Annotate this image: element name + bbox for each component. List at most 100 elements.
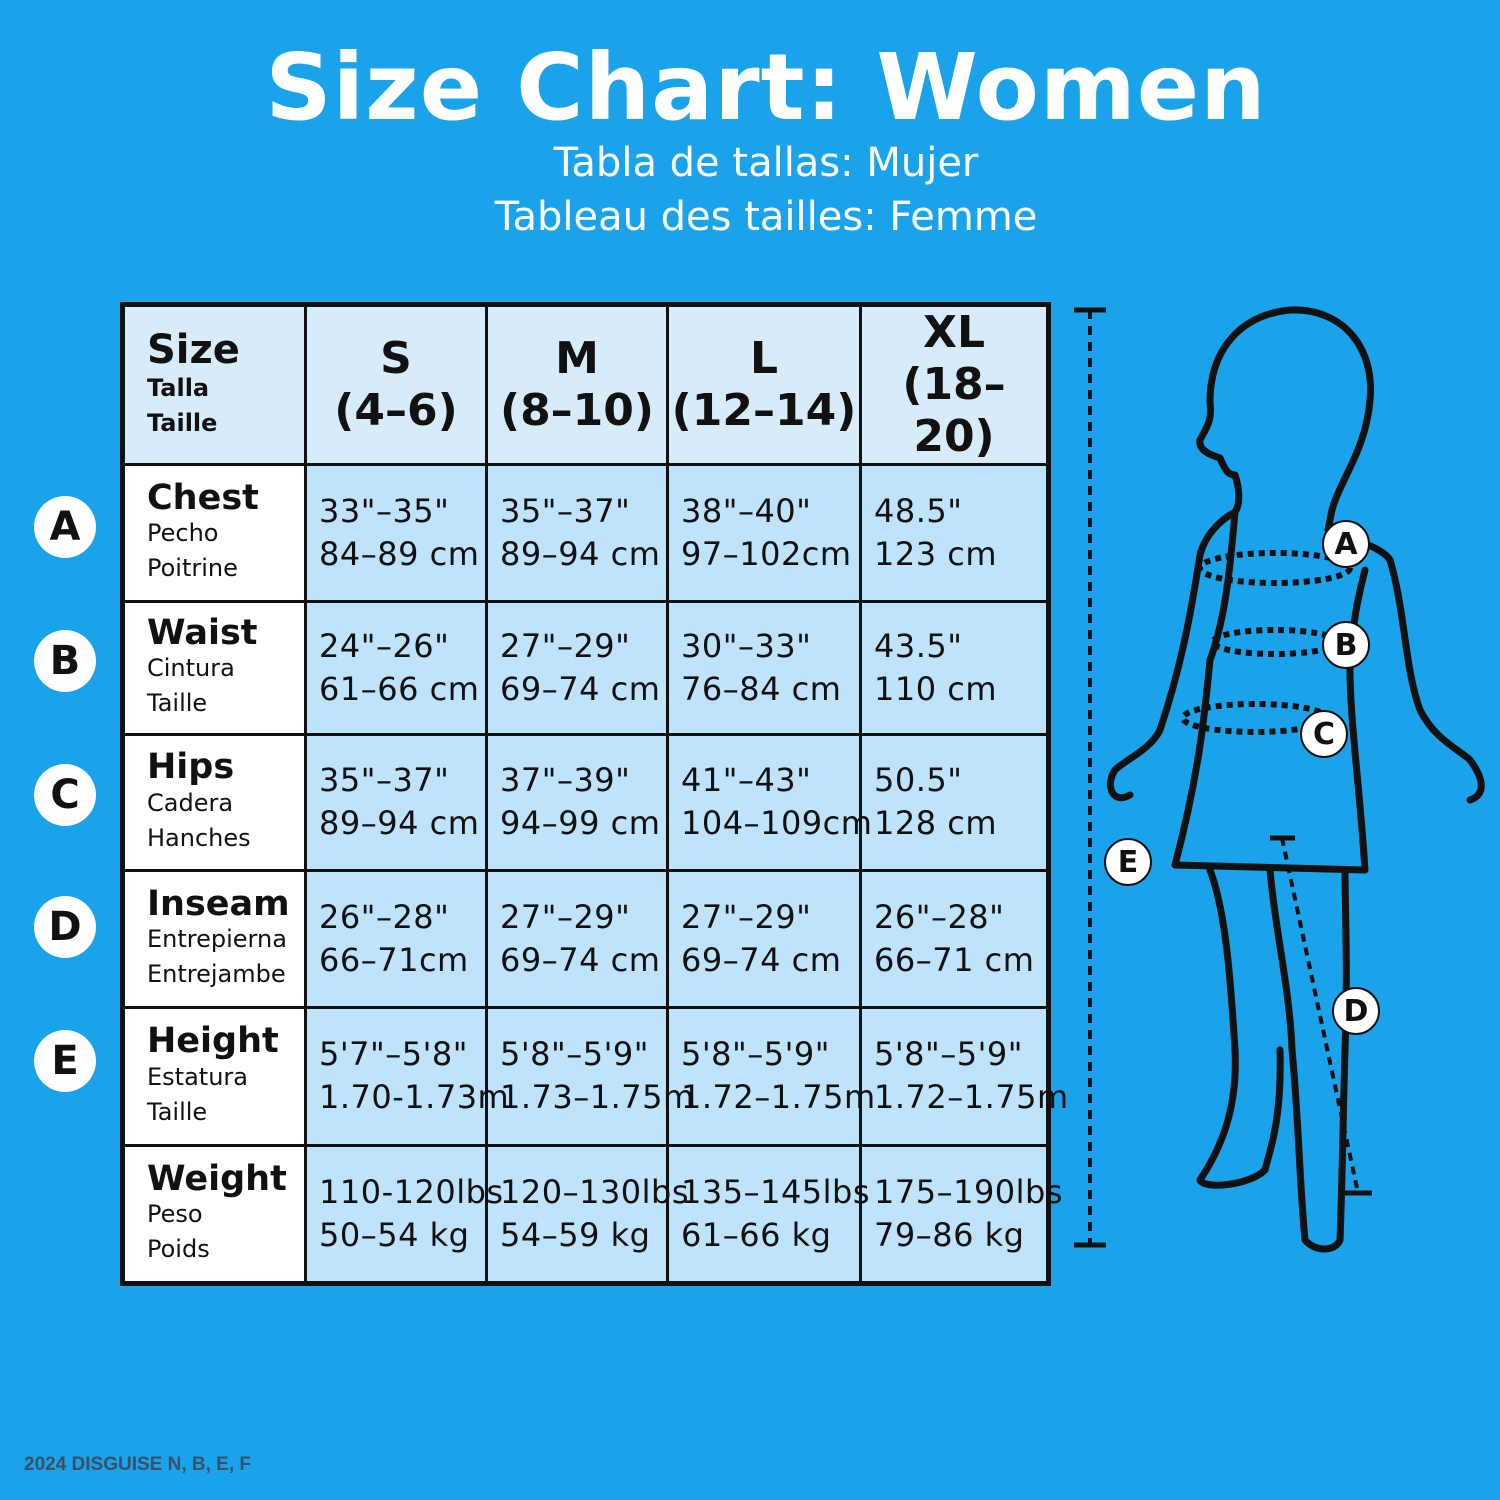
size-header-s: S (4–6) <box>304 303 488 466</box>
body-figure <box>1074 306 1485 1253</box>
measurement-value-cell: 30"–33" 76–84 cm <box>666 599 862 736</box>
value-imperial: 26"–28" <box>874 897 1005 936</box>
measurement-name-fr: Taille <box>147 1097 208 1126</box>
value-metric: 50–54 kg <box>319 1215 470 1254</box>
figure-label-c: C <box>1300 710 1348 758</box>
row-letter-badge: A <box>34 496 96 558</box>
value-metric: 89–94 cm <box>319 804 480 843</box>
measurement-value-cell: 5'8"–5'9" 1.72–1.75m <box>859 1005 1069 1147</box>
value-metric: 1.72–1.75m <box>874 1078 1069 1117</box>
copyright-text: 2024 DISGUISE N, B, E, F <box>24 1454 252 1475</box>
measurement-name: Inseam <box>147 883 290 924</box>
row-letter-badge: B <box>34 630 96 692</box>
figure-label-a: A <box>1322 520 1370 568</box>
measurement-name: Waist <box>147 612 258 653</box>
value-imperial: 120–130lbs <box>500 1172 690 1211</box>
measurement-value-cell: 43.5" 110 cm <box>859 599 1050 736</box>
table-row: Chest Pecho Poitrine 33"–35" 84–89 cm 35"–37"… <box>121 462 1050 603</box>
table-row: Inseam Entrepierna Entrejambe 26"–28" 66–71c… <box>121 868 1050 1009</box>
measurement-label-cell: Waist Cintura Taille <box>121 599 307 736</box>
row-letter-badge: D <box>34 896 96 958</box>
value-imperial: 24"–26" <box>319 626 450 665</box>
value-metric: 123 cm <box>874 534 998 573</box>
measurement-name-fr: Poitrine <box>147 554 238 583</box>
measurement-value-cell: 37"–39" 94–99 cm <box>485 732 669 872</box>
value-imperial: 5'8"–5'9" <box>500 1035 649 1074</box>
figure-label-d: D <box>1332 987 1380 1035</box>
value-metric: 79–86 kg <box>874 1215 1025 1254</box>
size-header-xl: XL (18–20) <box>859 303 1050 466</box>
value-metric: 89–94 cm <box>500 534 661 573</box>
measurement-value-cell: 50.5" 128 cm <box>859 732 1050 872</box>
value-metric: 84–89 cm <box>319 534 480 573</box>
value-imperial: 5'7"–5'8" <box>319 1035 468 1074</box>
value-imperial: 110-120lbs <box>319 1172 504 1211</box>
value-metric: 66–71cm <box>319 940 469 979</box>
measurement-name: Chest <box>147 477 259 518</box>
measurement-value-cell: 35"–37" 89–94 cm <box>304 732 488 872</box>
page-title: Size Chart: Women <box>265 34 1267 141</box>
value-imperial: 5'8"–5'9" <box>874 1035 1023 1074</box>
value-metric: 54–59 kg <box>500 1215 651 1254</box>
value-imperial: 48.5" <box>874 491 963 530</box>
measurement-value-cell: 41"–43" 104–109cm <box>666 732 872 872</box>
subtitle-spanish: Tabla de tallas: Mujer <box>553 140 979 186</box>
value-imperial: 27"–29" <box>681 897 812 936</box>
row-letter-badge: E <box>34 1030 96 1092</box>
measurement-value-cell: 48.5" 123 cm <box>859 462 1050 603</box>
value-metric: 69–74 cm <box>681 940 842 979</box>
value-metric: 69–74 cm <box>500 669 661 708</box>
measurement-name: Height <box>147 1021 279 1062</box>
measurement-value-cell: 175–190lbs 79–86 kg <box>859 1143 1063 1285</box>
value-imperial: 37"–39" <box>500 761 631 800</box>
table-row: Weight Peso Poids 110-120lbs 50–54 kg 120–130… <box>121 1143 1063 1285</box>
table-row: Hips Cadera Hanches 35"–37" 89–94 cm 37"–39" 9… <box>121 732 1050 872</box>
value-metric: 61–66 cm <box>319 669 480 708</box>
measurement-value-cell: 26"–28" 66–71 cm <box>859 868 1050 1009</box>
value-metric: 128 cm <box>874 804 998 843</box>
value-metric: 69–74 cm <box>500 940 661 979</box>
value-imperial: 50.5" <box>874 761 963 800</box>
measurement-value-cell: 110-120lbs 50–54 kg <box>304 1143 504 1285</box>
value-metric: 76–84 cm <box>681 669 842 708</box>
measurement-name-es: Peso <box>147 1200 203 1229</box>
value-metric: 66–71 cm <box>874 940 1035 979</box>
value-imperial: 27"–29" <box>500 897 631 936</box>
value-metric: 97–102cm <box>681 534 852 573</box>
value-imperial: 38"–40" <box>681 491 812 530</box>
table-header-row: Size Talla Taille S (4–6) M (8–10) L (12–14… <box>121 303 1050 466</box>
size-table: Size Talla Taille S (4–6) M (8–10) L (12–14… <box>120 302 1069 1286</box>
figure-label-b: B <box>1322 621 1370 669</box>
measurement-name: Weight <box>147 1158 287 1199</box>
value-imperial: 30"–33" <box>681 626 812 665</box>
size-header-m: M (8–10) <box>485 303 669 466</box>
measurement-label-cell: Hips Cadera Hanches <box>121 732 307 872</box>
value-imperial: 26"–28" <box>319 897 450 936</box>
figure-label-e: E <box>1104 838 1152 886</box>
measurement-name-fr: Poids <box>147 1235 210 1264</box>
table-row: Waist Cintura Taille 24"–26" 61–66 cm 27"–29"… <box>121 599 1050 736</box>
measurement-label-cell: Weight Peso Poids <box>121 1143 307 1285</box>
value-imperial: 35"–37" <box>500 491 631 530</box>
measurement-value-cell: 27"–29" 69–74 cm <box>666 868 862 1009</box>
value-metric: 1.72–1.75m <box>681 1078 876 1117</box>
measurement-label-cell: Inseam Entrepierna Entrejambe <box>121 868 307 1009</box>
measurement-value-cell: 120–130lbs 54–59 kg <box>485 1143 690 1285</box>
value-imperial: 43.5" <box>874 626 963 665</box>
value-metric: 94–99 cm <box>500 804 661 843</box>
measurement-value-cell: 27"–29" 69–74 cm <box>485 599 669 736</box>
inseam-guide-line <box>1280 837 1360 1194</box>
measurement-name-es: Cintura <box>147 654 235 683</box>
measurement-name-fr: Entrejambe <box>147 960 286 989</box>
row-letter-badge: C <box>34 764 96 826</box>
size-label-es: Talla <box>147 374 210 403</box>
value-imperial: 135–145lbs <box>681 1172 871 1211</box>
measurement-name: Hips <box>147 747 235 788</box>
measurement-name-es: Estatura <box>147 1062 248 1091</box>
value-imperial: 5'8"–5'9" <box>681 1035 830 1074</box>
measurement-label-cell: Height Estatura Taille <box>121 1005 307 1147</box>
value-imperial: 41"–43" <box>681 761 812 800</box>
measurement-value-cell: 27"–29" 69–74 cm <box>485 868 669 1009</box>
subtitle-french: Tableau des tailles: Femme <box>494 194 1038 240</box>
measurement-value-cell: 24"–26" 61–66 cm <box>304 599 488 736</box>
